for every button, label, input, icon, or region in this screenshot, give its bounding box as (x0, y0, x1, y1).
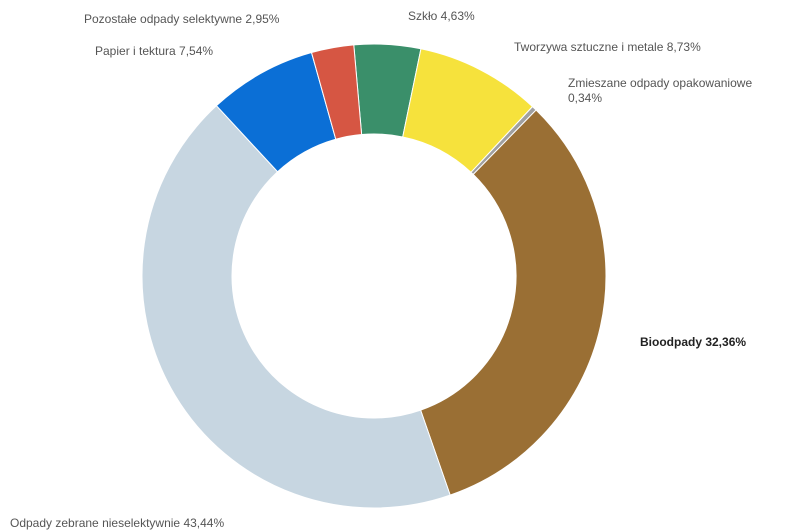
label-bioodpady: Bioodpady 32,36% (640, 335, 746, 349)
slice-bioodpady (419, 109, 607, 496)
slice-pozosta-e-odpady-selektywne (310, 44, 363, 140)
slice-odpady-zebrane-nieselektywnie (141, 104, 451, 509)
label-tworzywa: Tworzywa sztuczne i metale 8,73% (514, 40, 701, 54)
label-zmieszane: Zmieszane odpady opakowaniowe 0,34% (568, 76, 752, 105)
label-papier: Papier i tektura 7,54% (95, 44, 213, 58)
label-zmieszane-value: 0,34% (568, 91, 602, 105)
label-pozostale: Pozostałe odpady selektywne 2,95% (84, 12, 280, 26)
label-odpady-zebrane: Odpady zebrane nieselektywnie 43,44% (10, 516, 224, 530)
label-szklo: Szkło 4,63% (408, 9, 475, 23)
donut-slices (141, 43, 607, 509)
slice-labels: Szkło 4,63% Tworzywa sztuczne i metale 8… (10, 9, 752, 530)
